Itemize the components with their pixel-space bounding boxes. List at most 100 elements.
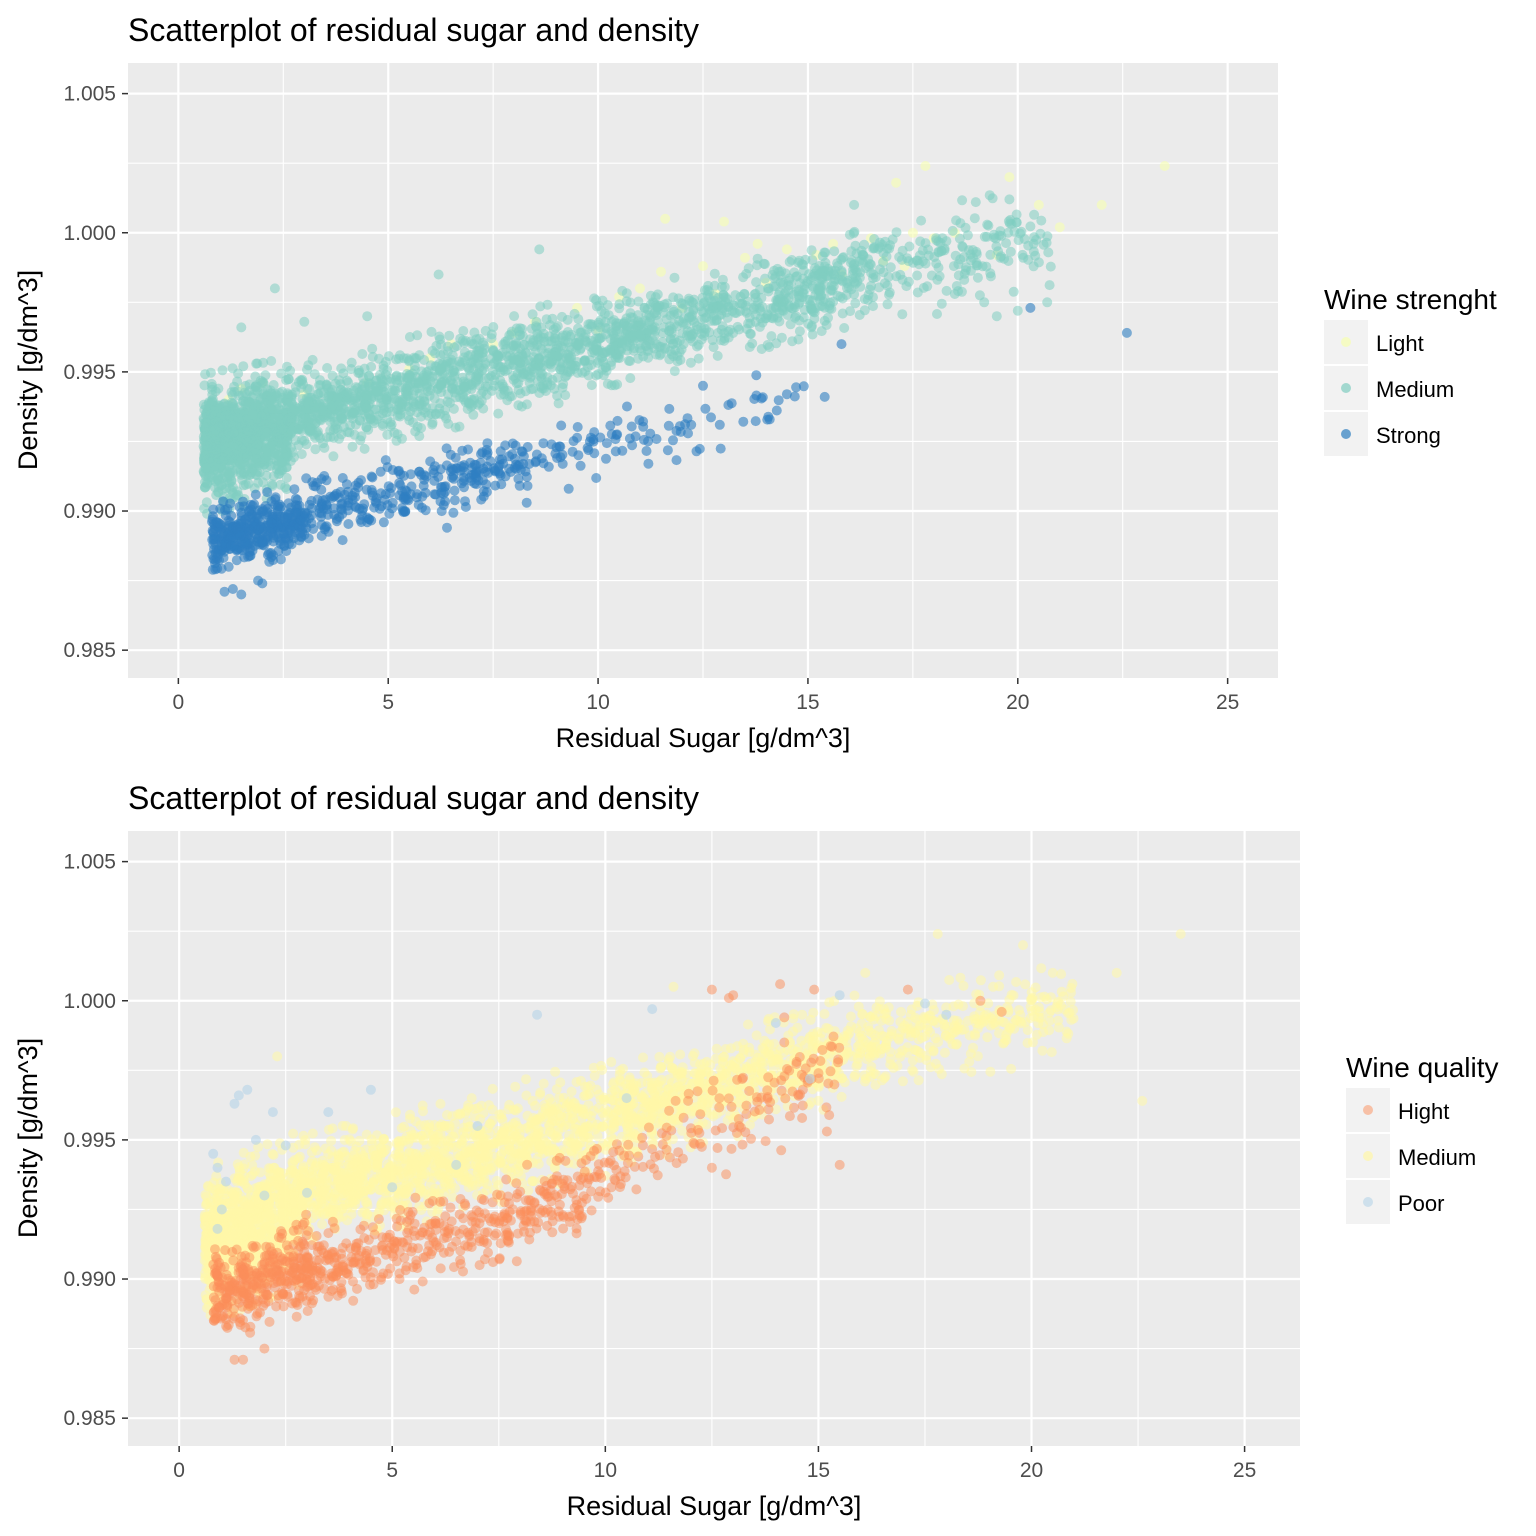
data-point bbox=[342, 389, 352, 399]
data-point bbox=[700, 404, 710, 414]
data-point bbox=[850, 298, 860, 308]
data-point bbox=[573, 314, 583, 324]
data-point bbox=[891, 178, 901, 188]
data-point bbox=[879, 267, 889, 277]
data-point bbox=[224, 562, 234, 572]
data-point bbox=[323, 391, 333, 401]
data-point bbox=[373, 386, 383, 396]
data-point bbox=[704, 327, 714, 337]
data-point bbox=[622, 288, 632, 298]
data-point bbox=[227, 485, 237, 495]
data-point bbox=[405, 332, 415, 342]
data-point bbox=[522, 498, 532, 508]
x-tick-label: 5 bbox=[382, 691, 394, 714]
data-point bbox=[506, 329, 516, 339]
data-point bbox=[1042, 297, 1052, 307]
data-point bbox=[253, 1204, 263, 1214]
data-point bbox=[595, 333, 605, 343]
data-point bbox=[238, 396, 248, 406]
data-point bbox=[232, 555, 242, 565]
data-point bbox=[202, 441, 212, 451]
data-point bbox=[931, 235, 941, 245]
data-point bbox=[457, 358, 467, 368]
data-point bbox=[474, 368, 484, 378]
data-point bbox=[367, 473, 377, 483]
data-point bbox=[635, 283, 645, 293]
data-point bbox=[763, 412, 773, 422]
data-point bbox=[384, 481, 394, 491]
data-point bbox=[612, 430, 622, 440]
data-point bbox=[265, 442, 275, 452]
data-point bbox=[420, 470, 430, 480]
data-point bbox=[531, 456, 541, 466]
data-point bbox=[382, 375, 392, 385]
data-point bbox=[692, 321, 702, 331]
data-point bbox=[470, 460, 480, 470]
data-point bbox=[774, 395, 784, 405]
data-point bbox=[972, 261, 982, 271]
data-point bbox=[698, 261, 708, 271]
data-point bbox=[837, 266, 847, 276]
data-point bbox=[452, 341, 462, 351]
data-point bbox=[678, 317, 688, 327]
data-point bbox=[358, 504, 368, 514]
data-point bbox=[439, 349, 449, 359]
data-point bbox=[979, 297, 989, 307]
data-point bbox=[249, 424, 259, 434]
data-point bbox=[777, 333, 787, 343]
data-point bbox=[738, 417, 748, 427]
data-point bbox=[283, 451, 293, 461]
data-point bbox=[225, 499, 235, 509]
data-point bbox=[669, 305, 679, 315]
data-point bbox=[442, 523, 452, 533]
data-point bbox=[698, 381, 708, 391]
data-point bbox=[236, 590, 246, 600]
data-point bbox=[434, 404, 444, 414]
y-tick-label: 0.990 bbox=[63, 500, 116, 523]
data-point bbox=[276, 554, 286, 564]
data-point bbox=[518, 459, 528, 469]
data-point bbox=[213, 384, 223, 394]
data-point bbox=[753, 239, 763, 249]
data-point bbox=[270, 494, 280, 504]
data-point bbox=[497, 379, 507, 389]
data-point bbox=[252, 439, 262, 449]
data-point bbox=[544, 462, 554, 472]
data-point bbox=[350, 430, 360, 440]
data-point bbox=[252, 1214, 262, 1224]
data-point bbox=[342, 479, 352, 489]
data-point bbox=[849, 228, 859, 238]
data-point bbox=[402, 402, 412, 412]
data-point bbox=[381, 357, 391, 367]
data-point bbox=[627, 422, 637, 432]
data-point bbox=[1036, 216, 1046, 226]
data-point bbox=[883, 299, 893, 309]
data-point bbox=[276, 1217, 286, 1227]
data-point bbox=[300, 530, 310, 540]
data-point bbox=[763, 340, 773, 350]
data-point bbox=[985, 250, 995, 260]
data-point bbox=[251, 359, 261, 369]
data-point bbox=[624, 356, 634, 366]
data-point bbox=[274, 469, 284, 479]
data-point bbox=[758, 318, 768, 328]
data-point bbox=[602, 324, 612, 334]
data-point bbox=[283, 374, 293, 384]
data-point bbox=[490, 481, 500, 491]
data-point bbox=[791, 311, 801, 321]
data-point bbox=[398, 506, 408, 516]
data-point bbox=[460, 347, 470, 357]
y-tick-label: 0.985 bbox=[63, 639, 116, 662]
data-point bbox=[573, 422, 583, 432]
data-point bbox=[506, 467, 516, 477]
data-point bbox=[958, 242, 968, 252]
data-point bbox=[839, 323, 849, 333]
data-point bbox=[695, 444, 705, 454]
data-point bbox=[599, 348, 609, 358]
data-point bbox=[415, 389, 425, 399]
data-point bbox=[1122, 328, 1132, 338]
data-point bbox=[362, 395, 372, 405]
data-point bbox=[459, 467, 469, 477]
data-point bbox=[417, 503, 427, 513]
data-point bbox=[422, 367, 432, 377]
